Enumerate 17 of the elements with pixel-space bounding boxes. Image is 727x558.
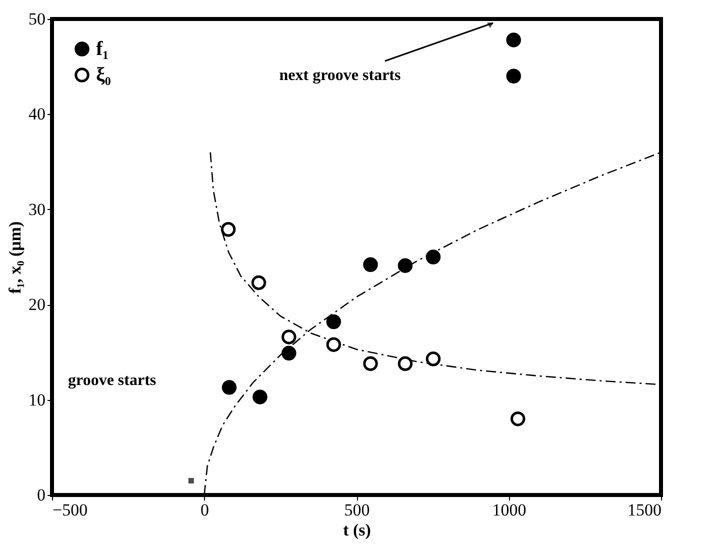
y-tick-label: 10 — [28, 390, 46, 410]
legend-label: f₁ — [96, 38, 109, 60]
x-tick-label: −500 — [52, 500, 88, 520]
annotation: groove starts — [68, 372, 156, 389]
y-tick-label: 0 — [37, 486, 46, 504]
y-tick-label: 20 — [28, 295, 46, 314]
x-tick-label: 1000 — [492, 500, 526, 520]
x-tick-label: 1500 — [628, 500, 662, 520]
x-axis-title: t (s) — [343, 520, 371, 540]
y-tick-label: 40 — [28, 104, 46, 124]
annotation: next groove starts — [279, 67, 401, 84]
y-axis-title: f₁, x₀ (μm) — [6, 221, 24, 294]
x-tick-label: 500 — [344, 500, 370, 520]
y-tick-label: 30 — [28, 200, 46, 219]
x-tick-label: 0 — [200, 500, 209, 520]
y-tick-label: 50 — [28, 10, 46, 28]
legend-label: ξ₀ — [96, 64, 111, 86]
